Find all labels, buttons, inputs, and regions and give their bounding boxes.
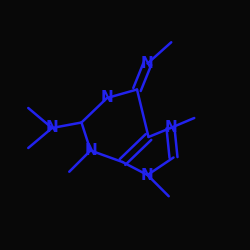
Text: N: N <box>84 143 97 158</box>
Text: N: N <box>100 90 114 106</box>
Text: N: N <box>164 120 177 136</box>
Text: N: N <box>141 168 154 182</box>
Text: N: N <box>141 56 154 71</box>
Text: N: N <box>46 120 59 136</box>
